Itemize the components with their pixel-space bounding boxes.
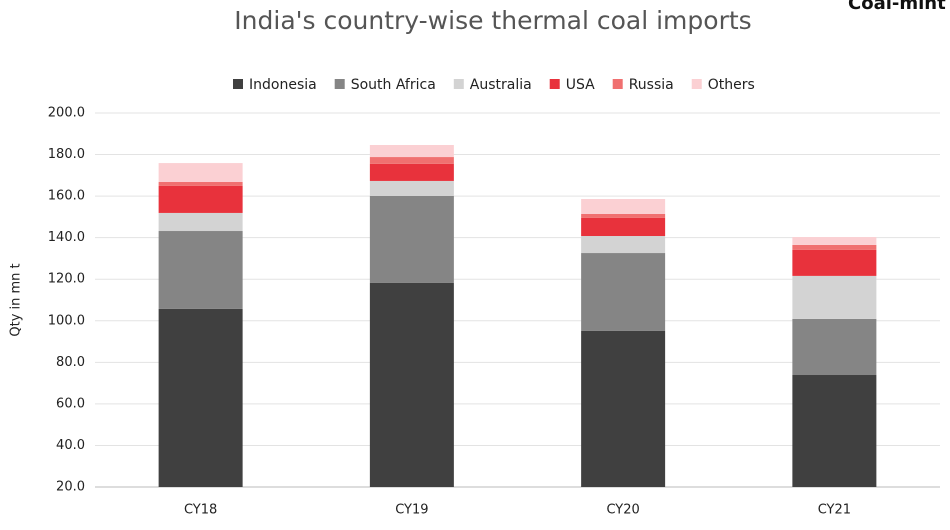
legend-label: Russia [629,77,674,93]
bar-segment [792,249,877,276]
legend-label: Indonesia [249,77,317,93]
chart-title: India's country-wise thermal coal import… [234,6,751,35]
y-axis-label: Qty in mn t [9,263,24,336]
legend-label: Australia [470,77,532,93]
y-tick-label: 60.0 [56,396,85,411]
x-tick-label: CY21 [818,503,851,518]
bar-segment [158,308,243,487]
bar-segment [158,185,243,213]
x-tick-label: CY20 [606,503,639,518]
bar-segment [792,318,877,376]
y-tick-label: 20.0 [56,480,85,495]
y-tick-label: 160.0 [48,189,85,204]
bar-segment [581,253,666,331]
y-tick-label: 40.0 [56,438,85,453]
bar-segment [581,236,666,254]
y-tick-label: 100.0 [48,313,85,328]
y-tick-label: 140.0 [48,230,85,245]
x-tick-label: CY19 [395,503,428,518]
bar-segment [369,195,454,283]
bar-segment [581,330,666,487]
bar-segment [581,217,666,237]
legend-swatch [612,79,623,89]
bar-segment [581,199,666,214]
bar-segment [792,375,877,487]
legend-label: Others [708,77,755,93]
bar-segment [158,163,243,182]
bar-segment [792,244,877,250]
bar-segment [369,282,454,487]
x-tick-label: CY18 [184,503,217,518]
legend-swatch [549,79,560,89]
legend-swatch [691,79,702,89]
legend: Indonesia South Africa Australia USA Russia O… [233,77,755,93]
bar-segment [369,144,454,158]
legend-swatch [233,79,243,89]
legend-label: South Africa [351,77,436,93]
y-tick-label: 80.0 [56,355,85,370]
legend-label: USA [566,77,595,93]
bar-segment [792,237,877,245]
bar-segment [158,212,243,232]
y-tick-label: 180.0 [48,147,85,162]
legend-swatch [334,79,345,89]
bar-segment [369,180,454,196]
y-tick-label: 200.0 [48,106,85,121]
bar-segment [158,231,243,309]
bar-segment [792,275,877,319]
bars [158,144,877,487]
bar-segment [369,157,454,164]
bar-segment [158,181,243,186]
bar-segment [369,163,454,181]
bar-segment [581,213,666,218]
y-tick-label: 120.0 [48,272,85,287]
brand: Coal-mint [848,0,946,14]
legend-swatch [453,79,464,89]
